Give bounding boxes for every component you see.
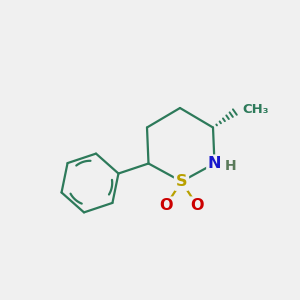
Text: O: O xyxy=(190,198,204,213)
Text: S: S xyxy=(176,174,187,189)
Text: O: O xyxy=(159,198,173,213)
Text: N: N xyxy=(208,156,221,171)
Text: H: H xyxy=(225,159,237,173)
Text: CH₃: CH₃ xyxy=(242,103,268,116)
